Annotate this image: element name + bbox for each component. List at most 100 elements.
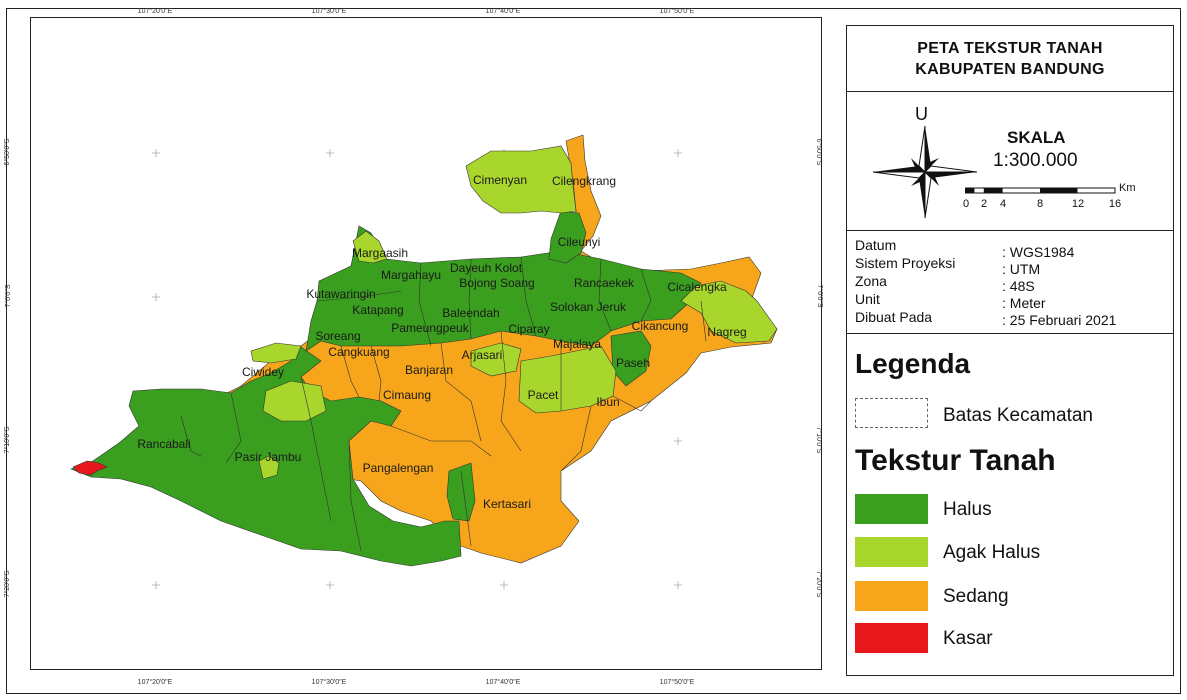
legend-panel: Legenda Batas Kecamatan Tekstur Tanah Ha… — [846, 333, 1174, 676]
district-label: Cilengkrang — [551, 174, 617, 188]
legend-swatch-sedang — [855, 581, 928, 611]
coord-top-3: 107°40'0"E — [485, 8, 521, 15]
district-label: Baleendah — [442, 306, 500, 320]
coord-bottom-2: 107°30'0"E — [311, 679, 347, 686]
district-label: Cimaung — [382, 388, 432, 402]
info-label-datum: Datum — [855, 237, 897, 253]
info-value-zone: : 48S — [1002, 278, 1035, 294]
district-label: Nagreg — [707, 325, 747, 339]
texture-area-agakhalus-pasirjambu — [258, 455, 280, 480]
coord-top-4: 107°50'0"E — [659, 8, 695, 15]
texture-area-agakhalus-cimenyan — [465, 145, 577, 214]
legend-swatch-halus — [855, 494, 928, 524]
sheet-border — [6, 8, 1181, 694]
texture-area-halus-west — [70, 346, 462, 567]
district-label: Cileunyi — [557, 235, 601, 249]
district-label: Katapang — [352, 303, 404, 317]
district-label: Cangkuang — [328, 345, 390, 359]
map-title-line-1: PETA TEKSTUR TANAH — [917, 39, 1103, 57]
district-label: Ciparay — [508, 322, 550, 336]
texture-area-agakhalus-ciwidey — [262, 380, 327, 422]
scale-unit: Km — [1119, 182, 1136, 194]
district-label: Arjasari — [461, 348, 503, 362]
legend-label-halus: Halus — [943, 499, 992, 520]
legend-swatch-agak-halus — [855, 537, 928, 567]
info-label-unit: Unit — [855, 291, 880, 307]
district-label: Solokan Jeruk — [549, 300, 627, 314]
texture-area-halus-south — [446, 462, 476, 522]
coord-left-3: 7°10'0"S — [3, 426, 11, 454]
district-label: Margaasih — [351, 246, 409, 260]
district-label: Ciwidey — [241, 365, 285, 379]
legend-swatch-kasar — [855, 623, 928, 653]
coord-left-1: 6°50'0"S — [3, 138, 11, 166]
texture-area-kasar — [72, 460, 108, 476]
info-label-zone: Zona — [855, 273, 887, 289]
texture-area-agakhalus-north-edge — [250, 342, 302, 364]
scale-tick: 12 — [1071, 198, 1085, 210]
district-label: Pameungpeuk — [391, 321, 469, 335]
info-value-datum: : WGS1984 — [1002, 244, 1075, 260]
district-label: Banjaran — [404, 363, 454, 377]
scale-panel: U SKALA 1:300.000 Km — [846, 91, 1174, 231]
district-label: Pacet — [527, 388, 559, 402]
coord-bottom-1: 107°20'0"E — [137, 679, 173, 686]
scale-tick: 8 — [1036, 198, 1044, 210]
district-label: Cicalengka — [667, 280, 727, 294]
district-label: Cikancung — [631, 319, 689, 333]
district-label: Margahayu — [380, 268, 442, 282]
coord-bottom-3: 107°40'0"E — [485, 679, 521, 686]
info-value-unit: : Meter — [1002, 295, 1046, 311]
coord-top-1: 107°20'0"E — [137, 8, 173, 15]
district-label: Bojong Soang — [459, 276, 535, 290]
map-title-line-2: KABUPATEN BANDUNG — [915, 60, 1105, 78]
scale-tick: 0 — [962, 198, 970, 210]
district-label: Ibun — [596, 395, 620, 409]
map-info-panel: Datum Sistem Proyeksi Zona Unit Dibuat P… — [846, 230, 1174, 334]
texture-area-agakhalus-nagreg — [680, 280, 778, 344]
title-panel: PETA TEKSTUR TANAH KABUPATEN BANDUNG — [846, 25, 1174, 92]
coord-left-4: 7°20'0"S — [3, 570, 11, 598]
info-label-projection: Sistem Proyeksi — [855, 255, 956, 271]
legend-label-kasar: Kasar — [943, 628, 993, 649]
legend-heading: Legenda — [855, 348, 971, 379]
scale-tick: 4 — [999, 198, 1007, 210]
coord-left-2: 7°0'0"S — [4, 284, 12, 308]
district-label: Kertasari — [482, 497, 532, 511]
district-boundaries — [180, 256, 707, 552]
district-label: Majalaya — [552, 337, 602, 351]
scale-tick: 2 — [980, 198, 988, 210]
map-canvas — [70, 134, 778, 589]
texture-heading: Tekstur Tanah — [855, 444, 1056, 477]
texture-area-agakhalus-margaasih — [352, 230, 388, 264]
district-label: Paseh — [615, 356, 651, 370]
info-value-projection: : UTM — [1002, 261, 1041, 277]
district-label: Rancaekek — [573, 276, 635, 290]
district-label: Kutawaringin — [306, 287, 376, 301]
map-frame[interactable]: Cimenyan Cilengkrang Cileunyi Margaasih … — [30, 17, 822, 670]
scale-tick: 16 — [1108, 198, 1122, 210]
scale-bar — [965, 187, 1116, 194]
district-label: Cimenyan — [472, 173, 528, 187]
north-label: U — [915, 104, 928, 124]
district-label: Pasir Jambu — [234, 450, 302, 464]
info-value-date: : 25 Februari 2021 — [1002, 312, 1117, 328]
scale-title: SKALA — [1007, 128, 1066, 147]
north-arrow-icon — [872, 125, 978, 219]
legend-swatch-boundary — [855, 398, 928, 428]
district-label: Rancabali — [137, 437, 191, 451]
texture-area-halus-cileunyi — [548, 210, 587, 264]
info-label-date: Dibuat Pada — [855, 309, 933, 325]
coord-top-2: 107°30'0"E — [311, 8, 347, 15]
legend-label-sedang: Sedang — [943, 586, 1009, 607]
district-label: Dayeuh Kolot — [449, 261, 523, 275]
district-label: Pangalengan — [362, 461, 434, 475]
legend-label-boundary: Batas Kecamatan — [943, 405, 1093, 426]
legend-label-agak-halus: Agak Halus — [943, 542, 1041, 563]
coord-bottom-4: 107°50'0"E — [659, 679, 695, 686]
district-labels: Cimenyan Cilengkrang Cileunyi Margaasih … — [31, 18, 821, 669]
district-label: Soreang — [315, 329, 361, 343]
scale-ratio: 1:300.000 — [993, 150, 1078, 171]
texture-area-agakhalus-arjasari — [470, 342, 522, 377]
